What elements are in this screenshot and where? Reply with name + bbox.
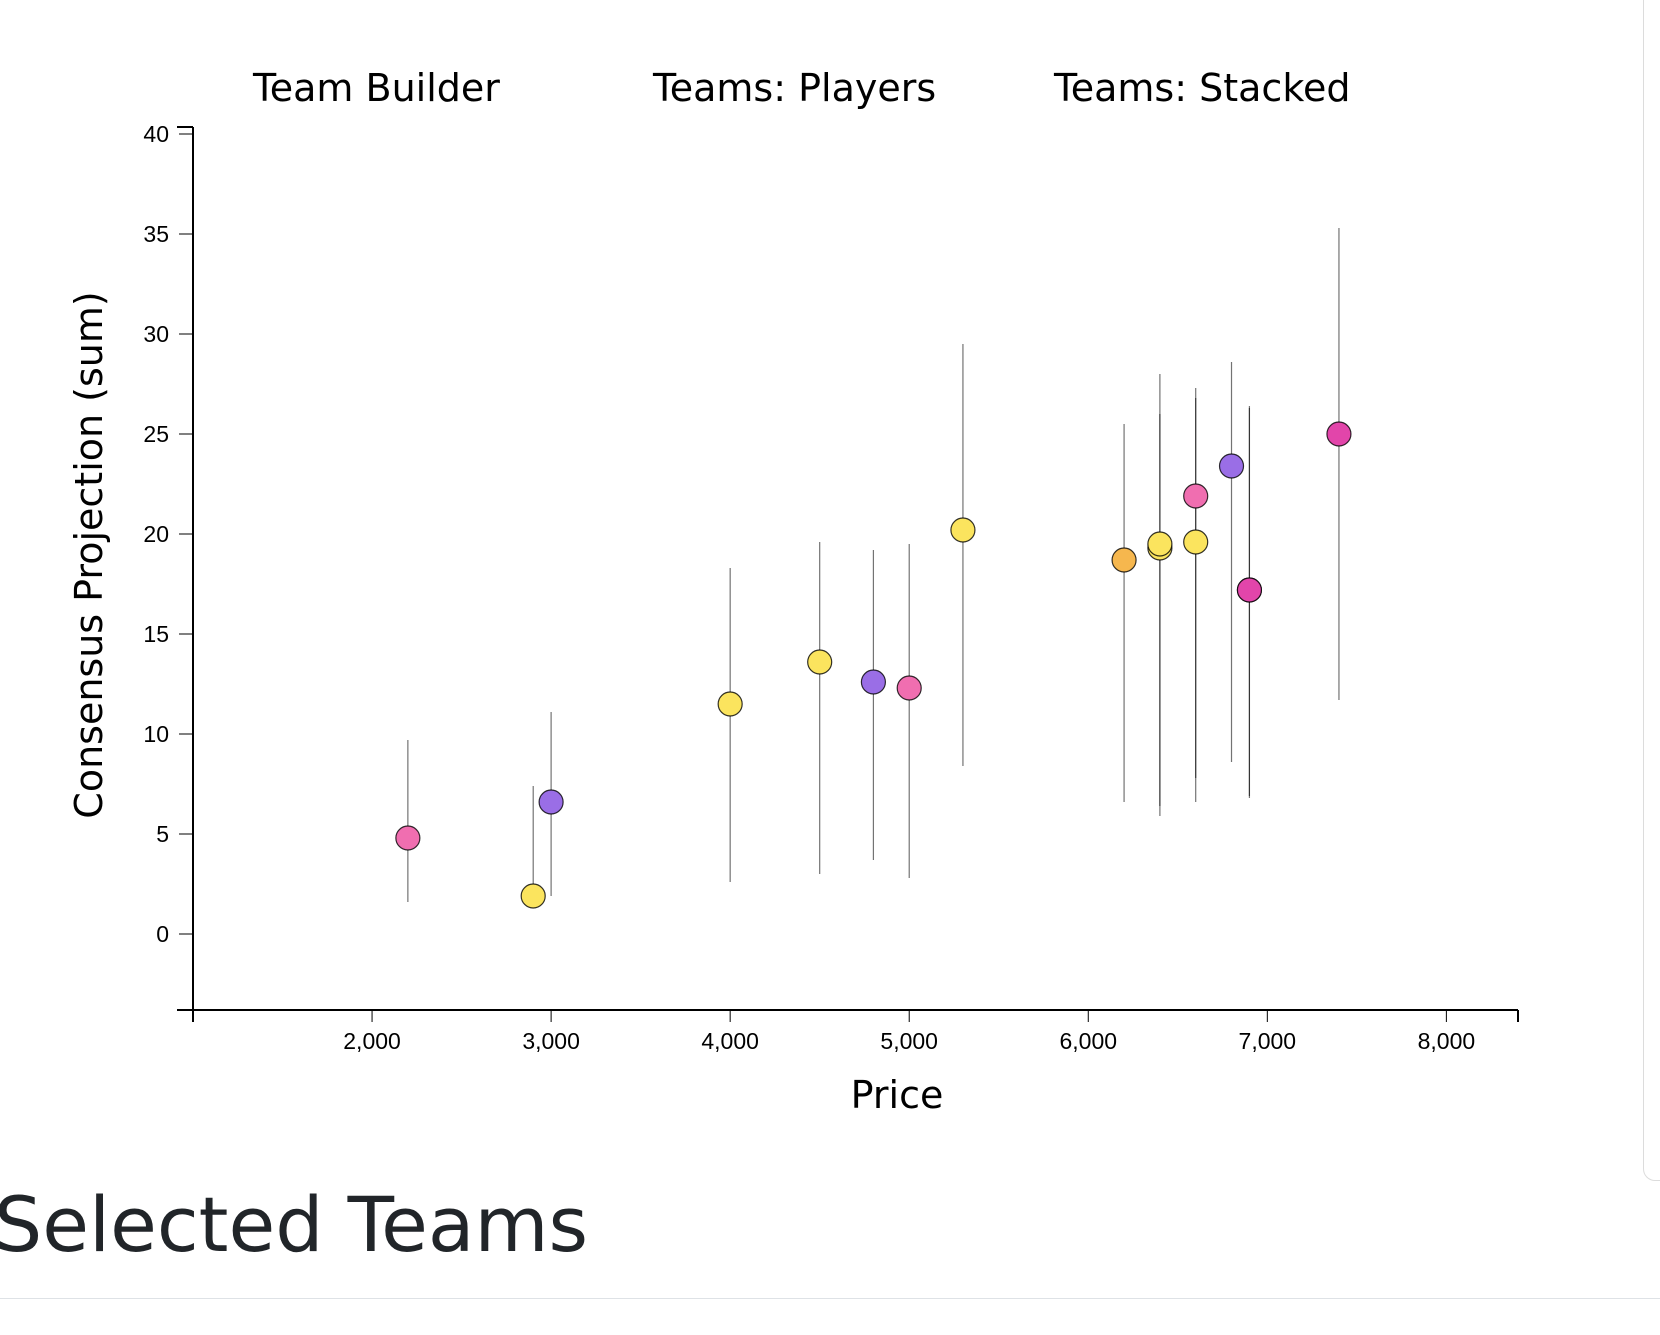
price-projection-scatter-chart: 0 5 10 15 20 25 30 35 40 2,000 3,000 4,000 5,000 6,00… [67, 121, 1519, 1117]
x-tick-label: 3,000 [522, 1028, 580, 1054]
data-point [1147, 531, 1173, 557]
data-point [1183, 483, 1209, 509]
y-tick-label: 25 [143, 421, 169, 447]
y-axis-label: Consensus Projection (sum) [67, 291, 111, 818]
data-point [1326, 421, 1352, 447]
y-tick-label: 20 [143, 521, 169, 547]
axes: 0 5 10 15 20 25 30 35 40 2,000 3,000 4,000 5,000 6,00… [143, 121, 1519, 1054]
x-tick-label: 2,000 [343, 1028, 401, 1054]
data-point [950, 517, 976, 543]
x-tick-label: 6,000 [1059, 1028, 1117, 1054]
tab-teams-stacked[interactable]: Teams: Stacked [1054, 66, 1351, 110]
tab-team-builder[interactable]: Team Builder [253, 66, 500, 110]
data-point [1183, 529, 1209, 555]
data-point [807, 649, 833, 675]
y-tick-label: 0 [156, 921, 169, 947]
data-point [520, 883, 546, 909]
y-tick-label: 15 [143, 621, 169, 647]
data-points [395, 421, 1352, 909]
y-tick-label: 5 [156, 821, 169, 847]
y-tick-label: 40 [143, 121, 169, 147]
section-title-selected-teams: Selected Teams [0, 1180, 589, 1269]
data-point [1218, 453, 1245, 479]
data-point [395, 825, 421, 851]
y-tick-label: 35 [143, 221, 169, 247]
side-panel-border [1643, 0, 1660, 1181]
y-tick-label: 30 [143, 321, 169, 347]
x-tick-label: 8,000 [1418, 1028, 1476, 1054]
data-point [860, 669, 887, 695]
data-point [538, 789, 564, 815]
data-point [1236, 577, 1263, 603]
data-point [717, 691, 743, 717]
data-point [896, 675, 922, 701]
x-axis-label: Price [851, 1073, 944, 1117]
x-tick-label: 7,000 [1239, 1028, 1297, 1054]
section-divider [0, 1298, 1660, 1299]
tab-teams-players[interactable]: Teams: Players [653, 66, 937, 110]
data-point [1111, 547, 1137, 573]
y-tick-label: 10 [143, 721, 169, 747]
x-tick-label: 5,000 [880, 1028, 938, 1054]
x-tick-label: 4,000 [701, 1028, 759, 1054]
